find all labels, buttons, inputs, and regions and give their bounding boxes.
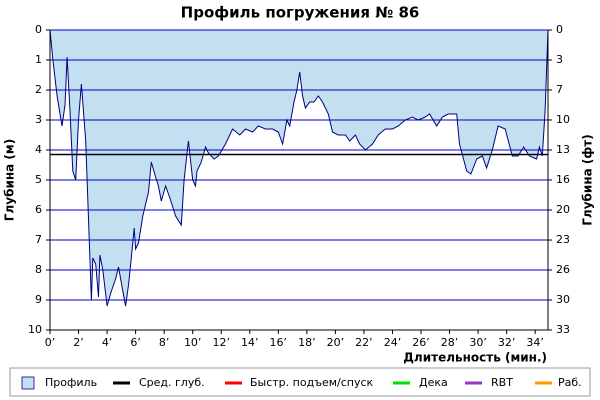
x-tick-label: 6’ <box>130 336 141 349</box>
legend-swatch <box>21 376 35 390</box>
x-tick-label: 12’ <box>212 336 230 349</box>
y2-tick-label: 10 <box>556 113 570 126</box>
y2-tick-label: 0 <box>556 23 563 36</box>
y2-tick-label: 30 <box>556 293 570 306</box>
y2-tick-label: 13 <box>556 143 570 156</box>
y2-tick-label: 7 <box>556 83 563 96</box>
legend-label: Быстр. подъем/спуск <box>250 376 374 389</box>
y2-tick-label: 33 <box>556 323 570 336</box>
y-tick-label: 5 <box>35 173 42 186</box>
y-tick-label: 1 <box>35 53 42 66</box>
y-tick-label: 10 <box>28 323 42 336</box>
x-tick-label: 10’ <box>184 336 202 349</box>
x-tick-label: 0’ <box>45 336 56 349</box>
y-tick-label: 0 <box>35 23 42 36</box>
x-tick-label: 18’ <box>298 336 316 349</box>
y2-tick-label: 26 <box>556 263 570 276</box>
x-tick-label: 8’ <box>159 336 170 349</box>
x-tick-label: 24’ <box>384 336 402 349</box>
legend-label: RBT <box>491 376 513 389</box>
y-tick-label: 9 <box>35 293 42 306</box>
y-tick-label: 2 <box>35 83 42 96</box>
legend-label: Профиль <box>45 376 97 389</box>
legend-label: Раб. <box>558 376 582 389</box>
y-tick-label: 4 <box>35 143 42 156</box>
x-tick-label: 4’ <box>102 336 113 349</box>
y2-tick-label: 20 <box>556 203 570 216</box>
x-tick-label: 2’ <box>73 336 84 349</box>
x-tick-label: 16’ <box>270 336 288 349</box>
legend-label: Дека <box>419 376 448 389</box>
x-tick-label: 30’ <box>469 336 487 349</box>
x-tick-label: 28’ <box>441 336 459 349</box>
y2-tick-label: 23 <box>556 233 570 246</box>
x-tick-label: 34’ <box>526 336 544 349</box>
y2-tick-label: 16 <box>556 173 570 186</box>
x-axis-label: Длительность (мин.) <box>403 351 547 365</box>
x-tick-label: 26’ <box>412 336 430 349</box>
y2-tick-label: 3 <box>556 53 563 66</box>
y-tick-label: 3 <box>35 113 42 126</box>
profile-area <box>50 30 548 306</box>
x-tick-label: 14’ <box>241 336 259 349</box>
legend-label: Сред. глуб. <box>139 376 205 389</box>
y-tick-label: 8 <box>35 263 42 276</box>
x-tick-label: 20’ <box>327 336 345 349</box>
y-axis-label: Глубина (м) <box>3 139 17 221</box>
x-tick-label: 22’ <box>355 336 373 349</box>
x-tick-label: 32’ <box>498 336 516 349</box>
y2-axis-label: Глубина (фт) <box>581 134 595 225</box>
y-tick-label: 6 <box>35 203 42 216</box>
y-tick-label: 7 <box>35 233 42 246</box>
chart-title: Профиль погружения № 86 <box>181 4 420 22</box>
profile-line <box>49 29 549 307</box>
legend-box <box>9 367 591 397</box>
